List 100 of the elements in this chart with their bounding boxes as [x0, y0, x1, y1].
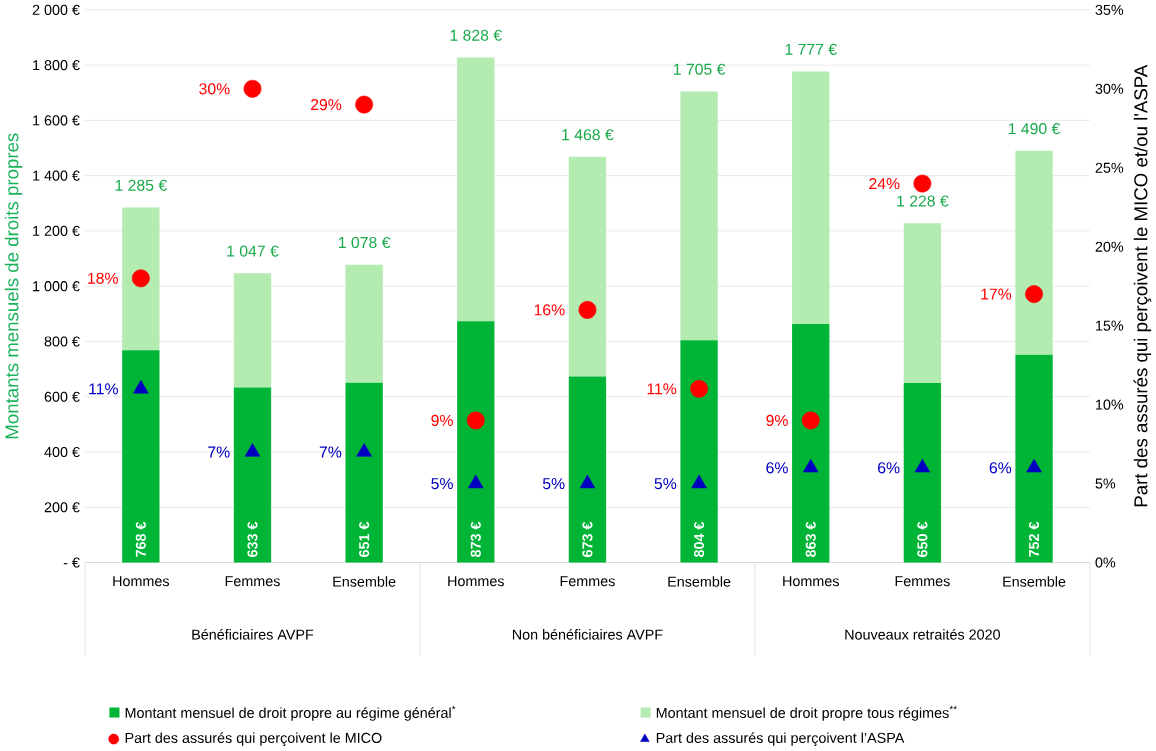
data-label: 5%	[654, 478, 677, 490]
text: Non bénéficiaires AVPF	[512, 629, 663, 640]
point	[133, 380, 149, 394]
data-label: 30%	[199, 83, 230, 95]
data-label: 7%	[319, 446, 342, 458]
data-label: 5%	[431, 478, 453, 490]
total-label: 1 777 €	[785, 43, 837, 56]
y-tick-label: 1 000 €	[33, 281, 80, 292]
total-label: 1 490 €	[1008, 123, 1061, 135]
data-label: 804 €	[694, 521, 705, 558]
y-tick-label: 1 600 €	[33, 115, 80, 126]
data-label: 11%	[89, 383, 118, 395]
y-tick-label: 400 €	[44, 447, 80, 458]
data-label: 11%	[647, 383, 677, 395]
y2-tick-label: 30%	[1095, 83, 1124, 95]
x-tick-label: Hommes	[113, 576, 170, 587]
bar	[792, 324, 830, 563]
point	[244, 443, 261, 457]
legend-label: Montant mensuel de droit propre au régime général$^{*}$	[125, 705, 456, 721]
data-label: 6%	[766, 462, 788, 474]
data-label: 650 €	[917, 521, 928, 558]
point	[914, 459, 931, 473]
bar	[792, 71, 830, 325]
y-tick-label: 200 €	[44, 502, 80, 513]
text: Nouveaux retraités 2020	[845, 629, 1000, 640]
y-tick-label: 600 €	[44, 391, 80, 402]
data-label: 752 €	[1028, 521, 1040, 558]
data-label: 6%	[989, 462, 1012, 474]
total-label: 1 828 €	[450, 29, 502, 41]
total-label: 1 047 €	[227, 245, 279, 257]
legend-label: Part des assurés qui perçoivent le MICO	[125, 732, 382, 747]
data-label: 6%	[878, 462, 900, 474]
point	[1025, 285, 1043, 304]
bar	[1015, 150, 1053, 355]
y-tick-label: - €	[63, 557, 80, 568]
data-label: 633 €	[247, 521, 258, 558]
x-tick-label: Ensemble	[668, 576, 731, 587]
bar	[457, 321, 495, 563]
bar	[680, 340, 718, 563]
x-tick-label: Femmes	[895, 576, 950, 587]
x-tick-label: Ensemble	[1003, 576, 1066, 587]
point	[578, 301, 597, 319]
bar	[122, 207, 160, 351]
y2-axis-title: Part des assurés qui perçoivent le MICO et/ou l'ASPA	[1133, 64, 1152, 507]
y2-tick-label: 10%	[1096, 399, 1124, 410]
data-label: 16%	[534, 304, 565, 316]
y2-tick-label: 0%	[1095, 557, 1116, 568]
legend-label: Part des assurés qui perçoivent l’ASPA	[656, 732, 905, 747]
bar	[568, 157, 607, 377]
y-tick-label: 1 800 €	[33, 60, 80, 71]
y2-tick-label: 15%	[1096, 320, 1124, 331]
point	[802, 459, 819, 473]
bar	[680, 91, 718, 341]
point	[356, 443, 372, 457]
data-label: 5%	[542, 478, 565, 490]
x-tick-label: Hommes	[783, 576, 839, 587]
x-tick-label: Hommes	[448, 576, 504, 587]
total-label: 1 078 €	[338, 237, 391, 249]
point	[913, 174, 932, 193]
data-label: 768 €	[135, 521, 146, 558]
y-tick-label: 1 200 €	[33, 226, 80, 237]
data-label: 7%	[208, 446, 230, 458]
data-label: 673 €	[582, 521, 593, 558]
point	[355, 95, 374, 114]
data-label: 651 €	[359, 521, 370, 558]
x-tick-label: Femmes	[225, 576, 280, 587]
point	[131, 269, 150, 288]
y2-tick-label: 25%	[1095, 162, 1124, 173]
y-axis-title: Montants mensuels de droits propres	[4, 133, 23, 439]
bar	[903, 223, 942, 384]
data-label: 9%	[766, 415, 788, 427]
point	[690, 380, 708, 398]
bar	[122, 350, 160, 563]
y2-tick-label: 20%	[1095, 241, 1124, 252]
legend-label: Montant mensuel de droit propre tous régimes$^{**}$	[656, 705, 957, 721]
point	[466, 411, 485, 430]
data-label: 24%	[869, 178, 900, 190]
y-tick-label: 800 €	[44, 336, 80, 347]
x-tick-label: Ensemble	[333, 576, 396, 587]
data-label: 873 €	[470, 521, 481, 558]
x-tick-label: Femmes	[560, 576, 615, 587]
bar	[345, 264, 383, 383]
y2-tick-label: 5%	[1095, 478, 1116, 489]
y-tick-label: 1 400 €	[33, 170, 80, 181]
data-label: 17%	[981, 288, 1012, 300]
data-label: 863 €	[805, 521, 816, 558]
total-label: 1 705 €	[673, 63, 726, 75]
bar	[233, 387, 272, 563]
bar	[903, 383, 942, 563]
point	[579, 474, 596, 489]
point	[1026, 459, 1042, 473]
point	[801, 411, 820, 430]
total-label: 1 228 €	[897, 195, 949, 207]
point	[468, 474, 484, 489]
data-label: 29%	[311, 99, 342, 111]
data-label: 9%	[431, 415, 453, 427]
y-tick-label: 2 000 €	[32, 4, 80, 16]
bar	[568, 376, 607, 563]
point	[691, 474, 707, 489]
bar	[457, 57, 495, 322]
